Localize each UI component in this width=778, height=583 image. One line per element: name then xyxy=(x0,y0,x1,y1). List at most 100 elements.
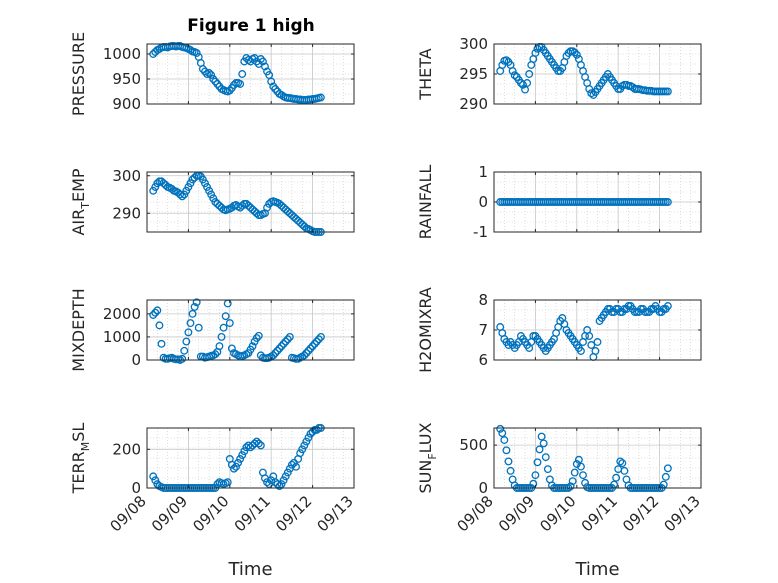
data-point xyxy=(312,425,321,434)
data-point xyxy=(180,346,189,355)
y-tick-label: 6 xyxy=(478,351,488,369)
data-point xyxy=(192,298,201,307)
data-point xyxy=(570,468,579,477)
y-tick-label: 8 xyxy=(478,291,488,309)
data-point xyxy=(219,323,228,332)
data-point xyxy=(281,472,290,481)
data-point xyxy=(232,462,240,471)
data-point xyxy=(296,449,305,458)
data-point xyxy=(176,190,185,199)
data-point xyxy=(529,479,538,488)
data-point xyxy=(663,198,672,206)
data-point xyxy=(236,455,245,463)
data-point xyxy=(506,466,515,475)
data-point xyxy=(581,478,590,487)
subplot-6: 6 7 8 H2OMIXRA xyxy=(416,287,702,373)
data-point xyxy=(304,433,313,442)
subplot-4: -1 0 1 RAINFALL xyxy=(416,163,702,241)
y-tick-label: 7 xyxy=(478,321,488,339)
data-point xyxy=(188,309,197,318)
data-point xyxy=(543,465,552,474)
data-point xyxy=(504,457,513,466)
data-point xyxy=(279,339,288,348)
data-point xyxy=(308,342,317,351)
data-point xyxy=(211,350,220,359)
y-tick-label: 290 xyxy=(459,95,488,113)
subplot-1: 900 950 1000 PRESSURE xyxy=(69,32,355,116)
data-point xyxy=(531,49,540,57)
data-point xyxy=(275,482,284,491)
data-point xyxy=(496,424,505,433)
x-axis-label: Time xyxy=(227,559,272,580)
data-point xyxy=(178,354,187,363)
data-point xyxy=(155,321,164,330)
data-point xyxy=(225,319,234,328)
data-point xyxy=(194,323,203,332)
data-point xyxy=(498,429,507,438)
subplot-2: 290 295 300 THETA xyxy=(416,35,702,113)
data-point xyxy=(587,341,596,349)
data-point xyxy=(192,49,201,57)
data-point xyxy=(281,337,290,346)
data-point xyxy=(190,302,199,311)
data-point xyxy=(593,338,602,346)
data-point xyxy=(271,349,280,358)
data-point xyxy=(663,87,672,96)
data-point xyxy=(263,478,272,487)
y-tick-label: 0 xyxy=(131,479,141,497)
data-point xyxy=(535,445,544,454)
data-point xyxy=(221,312,230,321)
y-tick-label: 300 xyxy=(459,35,488,53)
data-point xyxy=(186,319,195,328)
data-point xyxy=(533,458,542,467)
x-tick-label: 09/10 xyxy=(536,492,579,535)
data-point xyxy=(302,437,311,446)
data-point xyxy=(316,93,325,102)
data-point xyxy=(316,332,325,341)
y-tick-label: 1000 xyxy=(103,45,141,63)
data-point xyxy=(277,91,286,99)
axes-box xyxy=(146,171,355,233)
data-point xyxy=(240,447,249,456)
data-point xyxy=(618,459,627,468)
data-point xyxy=(616,457,625,466)
data-point xyxy=(182,337,191,346)
y-tick-label: 500 xyxy=(459,436,488,454)
figure-title: Figure 1 high xyxy=(187,16,315,36)
data-point xyxy=(576,462,585,471)
data-point xyxy=(254,439,263,448)
y-tick-label: 0 xyxy=(478,479,488,497)
data-point xyxy=(256,441,265,450)
data-point xyxy=(531,471,540,480)
subplot-5: 0 1000 2000 MIXDEPTH xyxy=(69,288,355,372)
y-axis-label: MIXDEPTH xyxy=(69,288,88,371)
y-tick-label: 950 xyxy=(112,70,141,88)
data-point xyxy=(523,79,532,87)
subplot-8: 0 500 SUNFLUX 09/0809/0909/1009/1109/1209/1… xyxy=(416,422,704,580)
data-point xyxy=(306,429,315,438)
data-point xyxy=(186,46,195,54)
y-tick-label: 0 xyxy=(131,351,141,369)
data-point xyxy=(153,306,162,315)
data-point xyxy=(285,332,294,341)
data-point xyxy=(576,347,585,355)
data-point xyxy=(275,344,284,353)
data-point xyxy=(252,437,261,446)
data-point xyxy=(227,344,236,353)
subplot-7: 0 200 TERRMSL 09/0809/0909/1009/1109/1209/1… xyxy=(69,423,357,580)
data-point xyxy=(661,472,670,481)
axes-box xyxy=(146,427,355,489)
x-tick-label: 09/11 xyxy=(578,492,621,535)
axes-box xyxy=(146,43,355,105)
x-tick-label: 09/10 xyxy=(189,492,232,535)
data-point xyxy=(277,480,286,489)
data-point xyxy=(302,349,311,358)
data-point xyxy=(277,342,286,351)
data-point xyxy=(298,445,307,454)
data-point xyxy=(236,80,245,88)
x-tick-label: 09/09 xyxy=(148,492,191,535)
y-axis-label: H2OMIXRA xyxy=(416,287,435,373)
data-point xyxy=(579,471,587,480)
data-point xyxy=(238,451,247,460)
data-point xyxy=(273,346,282,355)
